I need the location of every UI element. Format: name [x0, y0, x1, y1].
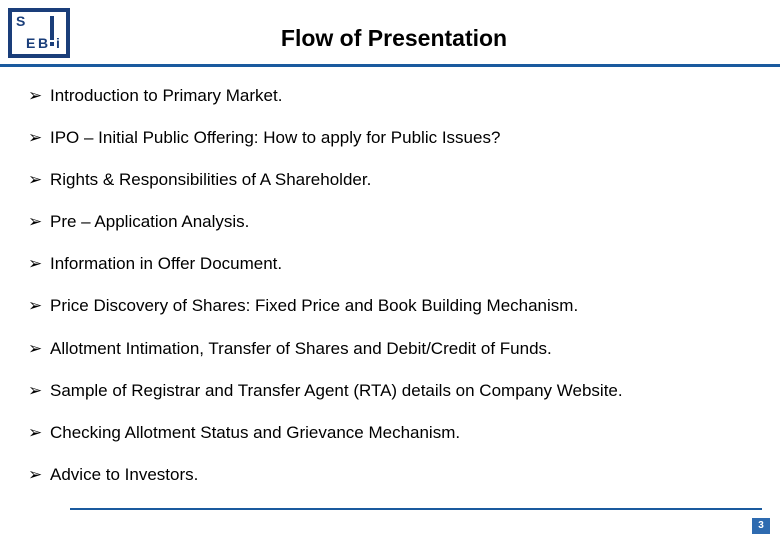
- bullet-text: Introduction to Primary Market.: [50, 85, 282, 107]
- svg-text:i: i: [56, 35, 60, 51]
- list-item: ➢ Introduction to Primary Market.: [28, 85, 752, 107]
- list-item: ➢ Pre – Application Analysis.: [28, 211, 752, 233]
- bullet-icon: ➢: [28, 211, 50, 233]
- bullet-text: IPO – Initial Public Offering: How to ap…: [50, 127, 500, 149]
- bullet-text: Price Discovery of Shares: Fixed Price a…: [50, 295, 578, 317]
- sebi-logo: S E B i: [8, 8, 78, 58]
- list-item: ➢ Allotment Intimation, Transfer of Shar…: [28, 338, 752, 360]
- footer-divider: [70, 508, 762, 510]
- bullet-icon: ➢: [28, 127, 50, 149]
- bullet-text: Pre – Application Analysis.: [50, 211, 249, 233]
- bullet-text: Sample of Registrar and Transfer Agent (…: [50, 380, 623, 402]
- bullet-text: Allotment Intimation, Transfer of Shares…: [50, 338, 552, 360]
- svg-text:S: S: [16, 13, 25, 29]
- slide-title: Flow of Presentation: [78, 15, 780, 52]
- bullet-text: Information in Offer Document.: [50, 253, 282, 275]
- bullet-icon: ➢: [28, 380, 50, 402]
- svg-text:B: B: [38, 35, 48, 51]
- slide-content: ➢ Introduction to Primary Market. ➢ IPO …: [0, 67, 780, 486]
- slide-header: S E B i Flow of Presentation: [0, 0, 780, 58]
- bullet-text: Rights & Responsibilities of A Sharehold…: [50, 169, 371, 191]
- list-item: ➢ Price Discovery of Shares: Fixed Price…: [28, 295, 752, 317]
- bullet-icon: ➢: [28, 422, 50, 444]
- list-item: ➢ Advice to Investors.: [28, 464, 752, 486]
- bullet-text: Checking Allotment Status and Grievance …: [50, 422, 460, 444]
- bullet-icon: ➢: [28, 253, 50, 275]
- list-item: ➢ Sample of Registrar and Transfer Agent…: [28, 380, 752, 402]
- bullet-icon: ➢: [28, 169, 50, 191]
- page-number: 3: [752, 518, 770, 534]
- bullet-icon: ➢: [28, 85, 50, 107]
- bullet-icon: ➢: [28, 464, 50, 486]
- bullet-icon: ➢: [28, 338, 50, 360]
- list-item: ➢ Rights & Responsibilities of A Shareho…: [28, 169, 752, 191]
- svg-text:E: E: [26, 35, 35, 51]
- list-item: ➢ Information in Offer Document.: [28, 253, 752, 275]
- list-item: ➢ Checking Allotment Status and Grievanc…: [28, 422, 752, 444]
- list-item: ➢ IPO – Initial Public Offering: How to …: [28, 127, 752, 149]
- bullet-icon: ➢: [28, 295, 50, 317]
- bullet-text: Advice to Investors.: [50, 464, 198, 486]
